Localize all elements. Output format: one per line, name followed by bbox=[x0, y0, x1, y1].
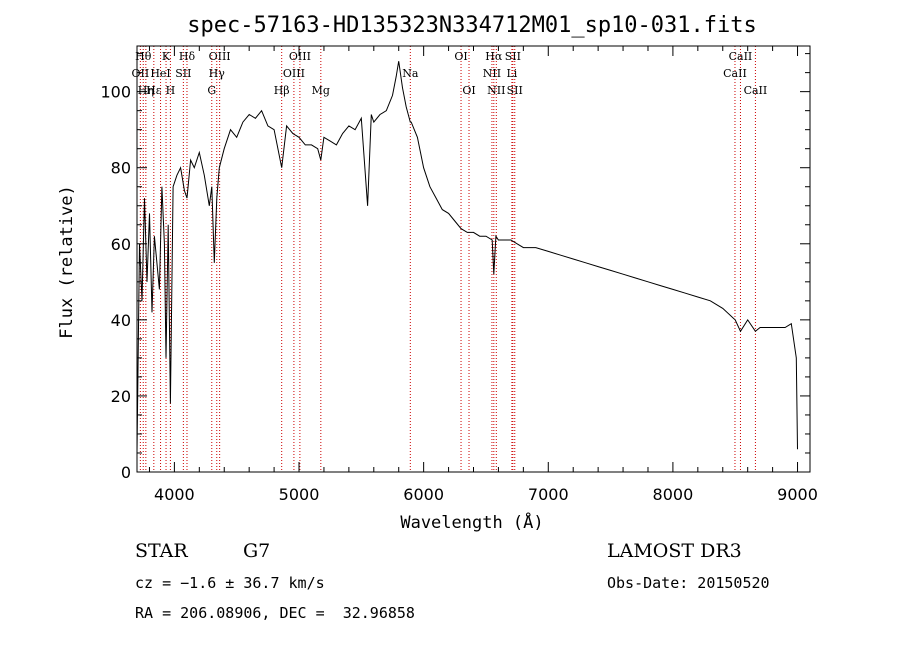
y-tick-label: 100 bbox=[100, 83, 131, 102]
line-label-10: Hγ bbox=[209, 67, 226, 80]
line-label-19: NII bbox=[483, 67, 501, 80]
survey-name: LAMOST DR3 bbox=[607, 540, 742, 562]
chart-title: spec-57163-HD135323N334712M01_sp10-031.f… bbox=[187, 13, 757, 38]
plot-frame bbox=[136, 45, 811, 473]
line-label-0: OII bbox=[132, 67, 150, 80]
x-tick-label: 6000 bbox=[403, 485, 444, 504]
line-label-2: Hη bbox=[138, 84, 154, 97]
line-label-12: Hβ bbox=[274, 84, 290, 97]
line-label-25: CaII bbox=[723, 67, 747, 80]
coordinates: RA = 206.08906, DEC = 32.96858 bbox=[135, 604, 415, 622]
line-label-3: Hε bbox=[146, 84, 162, 97]
line-label-17: OI bbox=[454, 50, 467, 63]
line-label-9: G bbox=[207, 84, 216, 97]
x-axis-label: Wavelength (Å) bbox=[400, 511, 543, 533]
x-axis-ticks: 4000 5000 6000 7000 8000 9000 bbox=[148, 46, 818, 504]
line-label-22: Li bbox=[506, 67, 517, 80]
y-tick-label: 20 bbox=[111, 387, 131, 406]
spectral-subclass: G7 bbox=[243, 540, 271, 562]
spectrum-line bbox=[136, 61, 798, 454]
line-label-6: H bbox=[166, 84, 176, 97]
spectral-line-markers bbox=[139, 46, 756, 472]
observation-date: Obs-Date: 20150520 bbox=[607, 574, 770, 592]
y-axis-ticks: 0 20 40 60 80 100 bbox=[100, 53, 810, 482]
line-label-20: Hα bbox=[485, 50, 503, 63]
x-tick-label: 8000 bbox=[653, 485, 694, 504]
y-axis-label: Flux (relative) bbox=[57, 185, 77, 339]
x-tick-label: 7000 bbox=[528, 485, 569, 504]
line-label-27: CaII bbox=[744, 84, 768, 97]
line-label-4: HeI bbox=[150, 67, 170, 80]
redshift-cz: cz = −1.6 ± 36.7 km/s bbox=[135, 574, 325, 592]
line-label-14: OIII bbox=[289, 50, 311, 63]
line-label-16: Na bbox=[402, 67, 419, 80]
y-tick-label: 80 bbox=[111, 159, 131, 178]
line-label-15: Mg bbox=[312, 84, 330, 97]
line-label-13: OIII bbox=[283, 67, 305, 80]
object-class: STAR bbox=[135, 540, 188, 562]
spectrum-chart: spec-57163-HD135323N334712M01_sp10-031.f… bbox=[57, 13, 818, 533]
line-label-7: SII bbox=[175, 67, 191, 80]
line-label-5: K bbox=[162, 50, 171, 63]
line-label-26: CaII bbox=[729, 50, 753, 63]
x-tick-label: 5000 bbox=[279, 485, 320, 504]
x-tick-label: 9000 bbox=[777, 485, 818, 504]
line-label-1: Hθ bbox=[135, 50, 152, 63]
y-tick-label: 60 bbox=[111, 235, 131, 254]
line-label-23: SII bbox=[505, 50, 521, 63]
y-tick-label: 0 bbox=[121, 463, 131, 482]
line-label-11: OIII bbox=[209, 50, 231, 63]
line-label-18: OI bbox=[462, 84, 475, 97]
line-label-21: NII bbox=[487, 84, 505, 97]
y-tick-label: 40 bbox=[111, 311, 131, 330]
line-label-24: SII bbox=[507, 84, 523, 97]
line-label-8: Hδ bbox=[179, 50, 196, 63]
x-tick-label: 4000 bbox=[154, 485, 195, 504]
